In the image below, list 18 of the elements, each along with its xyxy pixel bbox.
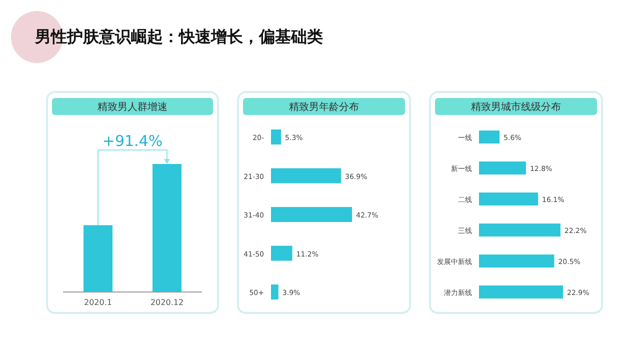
text: +91.4% xyxy=(102,132,163,150)
bar xyxy=(479,286,563,298)
bar xyxy=(479,254,554,268)
bar xyxy=(479,162,526,174)
bar xyxy=(271,130,282,144)
bar xyxy=(271,284,278,300)
bar xyxy=(271,207,352,222)
bar xyxy=(271,246,292,261)
chart-title: 精致男城市线级分布 xyxy=(471,101,561,113)
chart-title: 男性护肤意识崛起：快速增长，偏基础类 xyxy=(34,27,323,46)
bar xyxy=(479,130,500,144)
x-tick-label: 2020.1 xyxy=(84,298,112,307)
chart-title: 精致男年龄分布 xyxy=(289,101,359,113)
chart-subtitle: 精致男人群增速 xyxy=(98,101,168,113)
bar xyxy=(271,168,341,184)
bar xyxy=(479,192,538,206)
bar xyxy=(479,224,560,236)
x-tick-label: 2020.12 xyxy=(150,298,184,307)
